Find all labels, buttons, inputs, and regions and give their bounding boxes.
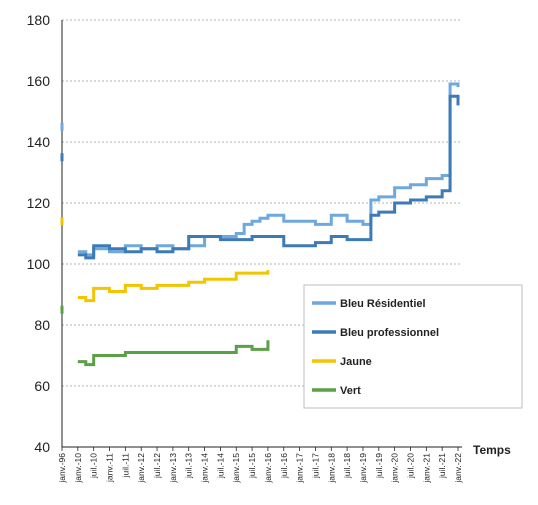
x-tick-label: juil.-19 bbox=[374, 453, 384, 479]
x-tick-label: juil.-14 bbox=[215, 453, 225, 479]
x-tick-label: janv.-10 bbox=[73, 453, 83, 484]
y-tick-label: 160 bbox=[27, 73, 51, 89]
x-tick-label: janv.-20 bbox=[390, 453, 400, 484]
x-tick-label: janv.-17 bbox=[295, 453, 305, 484]
x-tick-label: janv.-22 bbox=[453, 453, 463, 484]
x-tick-label: juil.-18 bbox=[342, 453, 352, 479]
y-tick-label: 100 bbox=[27, 256, 51, 272]
x-tick-label: janv.-18 bbox=[326, 453, 336, 484]
y-tick-label: 140 bbox=[27, 134, 51, 150]
y-tick-label: 180 bbox=[27, 12, 51, 28]
x-tick-label: juil.-17 bbox=[310, 453, 320, 479]
series-line-3 bbox=[77, 340, 270, 367]
legend-label: Jaune bbox=[340, 356, 372, 368]
x-tick-label: janv.-14 bbox=[200, 453, 210, 484]
x-tick-label: janv.-13 bbox=[168, 453, 178, 484]
x-tick-label: janv.-19 bbox=[358, 453, 368, 484]
series-line-0 bbox=[77, 82, 460, 257]
x-tick-label: juil.-20 bbox=[405, 453, 415, 479]
y-tick-label: 120 bbox=[27, 195, 51, 211]
x-tick-label: juil.-15 bbox=[247, 453, 257, 479]
y-tick-label: 40 bbox=[34, 439, 50, 455]
x-tick-label: juil.-11 bbox=[120, 453, 130, 479]
x-tick-label: janv.-21 bbox=[421, 453, 431, 484]
x-axis-title: Temps bbox=[473, 443, 511, 457]
x-tick-label: juil.-13 bbox=[184, 453, 194, 479]
x-tick-label: janv.-16 bbox=[263, 453, 273, 484]
x-tick-label: juil.-21 bbox=[437, 453, 447, 479]
x-tick-label: juil.-16 bbox=[279, 453, 289, 479]
x-tick-label: janv.-15 bbox=[231, 453, 241, 484]
legend-label: Bleu professionnel bbox=[340, 327, 439, 339]
y-tick-label: 80 bbox=[34, 317, 50, 333]
x-tick-label: juil.-10 bbox=[89, 453, 99, 479]
legend-label: Bleu Résidentiel bbox=[340, 298, 426, 310]
x-tick-label: janv.-96 bbox=[57, 453, 67, 484]
x-tick-label: juil.-12 bbox=[152, 453, 162, 479]
x-tick-label: janv.-12 bbox=[136, 453, 146, 484]
x-tick-label: janv.-11 bbox=[105, 453, 115, 483]
legend-box bbox=[303, 284, 523, 409]
legend-label: Vert bbox=[340, 385, 361, 397]
series-line-2 bbox=[77, 270, 270, 303]
series-line-1 bbox=[77, 94, 460, 260]
y-tick-label: 60 bbox=[34, 378, 50, 394]
